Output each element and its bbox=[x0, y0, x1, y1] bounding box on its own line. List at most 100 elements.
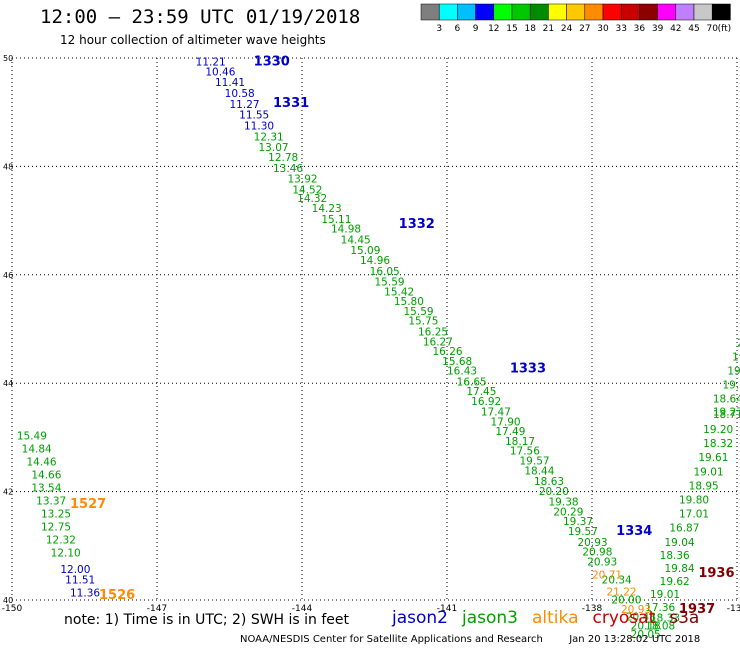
y-tick-label: 44 bbox=[3, 379, 13, 388]
swh-value: 16.26 bbox=[433, 346, 463, 358]
swh-value: 13.25 bbox=[41, 509, 71, 521]
swh-value: 14.32 bbox=[297, 193, 327, 205]
swh-value: 18.64 bbox=[713, 394, 740, 406]
swh-value: 16.92 bbox=[471, 396, 501, 408]
x-tick-label: -150 bbox=[2, 604, 23, 614]
swh-value: 20.93 bbox=[587, 556, 617, 568]
x-tick-label: -141 bbox=[437, 604, 457, 614]
swh-value: 20.00 bbox=[611, 594, 641, 606]
swh-value: 19.55 bbox=[723, 380, 740, 392]
swh-value: 19.94 bbox=[727, 366, 740, 378]
swh-value: 18.32 bbox=[703, 438, 733, 450]
swh-value: 14.66 bbox=[31, 470, 61, 482]
swh-value: 13.54 bbox=[31, 483, 61, 495]
chart-title: 12:00 — 23:59 UTC 01/19/2018 bbox=[40, 6, 361, 28]
y-tick-label: 42 bbox=[3, 488, 13, 497]
swh-value: 20.93 bbox=[578, 537, 608, 549]
swh-value: 17.01 bbox=[679, 509, 709, 521]
colorbar-label: 3 bbox=[436, 24, 442, 34]
swh-value: 14.52 bbox=[292, 185, 322, 197]
swh-value: 11.51 bbox=[65, 575, 95, 587]
swh-value: 12.00 bbox=[60, 564, 90, 576]
colorbar-label: 42 bbox=[670, 24, 681, 34]
swh-value: 11.55 bbox=[239, 110, 269, 122]
swh-value: 10.46 bbox=[205, 66, 235, 78]
swh-value: 20.12 bbox=[737, 337, 740, 349]
swh-value: 15.42 bbox=[384, 286, 414, 298]
swh-value: 17.47 bbox=[481, 407, 511, 419]
colorbar-label: 36 bbox=[634, 24, 646, 34]
swh-value: 18.95 bbox=[689, 480, 719, 492]
swh-value: 11.41 bbox=[215, 77, 245, 89]
swh-value: 17.49 bbox=[495, 426, 525, 438]
swh-value: 12.31 bbox=[254, 131, 284, 143]
pass-label: 1331 bbox=[273, 96, 309, 111]
pass-label: 1334 bbox=[616, 524, 652, 539]
swh-value: 20.05 bbox=[631, 629, 661, 641]
swh-value: 18.36 bbox=[660, 550, 690, 562]
swh-value: 19.32 bbox=[732, 351, 740, 363]
legend-entry: s3a bbox=[669, 608, 700, 628]
swh-value: 15.11 bbox=[321, 214, 351, 226]
colorbar-unit: (ft) bbox=[718, 24, 732, 34]
swh-value: 20.71 bbox=[592, 569, 622, 581]
swh-value: 16.65 bbox=[457, 376, 487, 388]
y-tick-label: 46 bbox=[3, 271, 13, 280]
swh-value: 14.98 bbox=[331, 224, 361, 236]
swh-value: 11.30 bbox=[244, 121, 274, 133]
swh-value: 11.36 bbox=[70, 588, 100, 600]
pass-label: 1937 bbox=[679, 602, 715, 617]
swh-value: 19.61 bbox=[698, 452, 728, 464]
colorbar-label: 15 bbox=[506, 24, 517, 34]
x-tick-label: -147 bbox=[147, 604, 167, 614]
swh-value: 13.46 bbox=[273, 163, 303, 175]
swh-value: 17.56 bbox=[510, 446, 540, 458]
swh-value: 16.27 bbox=[423, 336, 453, 348]
legend-entry: altika bbox=[532, 608, 579, 628]
colorbar-label: 12 bbox=[488, 24, 499, 34]
satellite-legend: jason2 jason3 altika cryosat s3a bbox=[392, 608, 713, 628]
swh-value: 11.27 bbox=[230, 99, 260, 111]
swh-value: 12.32 bbox=[46, 535, 76, 547]
swh-value: 19.04 bbox=[665, 537, 695, 549]
generated-timestamp: Jan 20 13:28:02 UTC 2018 bbox=[569, 634, 701, 645]
swh-value: 10.58 bbox=[225, 88, 255, 100]
x-tick-label: -138 bbox=[582, 604, 603, 614]
pass-label: 1333 bbox=[510, 361, 546, 376]
swh-value: 20.93 bbox=[621, 604, 651, 616]
swh-value: 19.27 bbox=[713, 407, 740, 419]
swh-value: 19.01 bbox=[694, 466, 724, 478]
legend-entry: jason2 bbox=[392, 608, 448, 628]
swh-value: 14.45 bbox=[341, 234, 371, 246]
swh-value: 13.37 bbox=[36, 496, 66, 508]
footnote: note: 1) Time is in UTC; 2) SWH is in fe… bbox=[64, 612, 350, 628]
swh-value: 20.18 bbox=[631, 620, 661, 632]
colorbar-label: 30 bbox=[597, 24, 609, 34]
y-tick-label: 48 bbox=[3, 162, 13, 171]
swh-value: 11.21 bbox=[196, 57, 226, 69]
swh-value: 14.46 bbox=[27, 457, 57, 469]
swh-value: 13.07 bbox=[259, 142, 289, 154]
swh-value: 18.63 bbox=[534, 476, 564, 488]
pass-label: 1936 bbox=[698, 566, 734, 581]
swh-value: 17.36 bbox=[645, 602, 675, 614]
pass-label: 1332 bbox=[399, 217, 435, 232]
swh-value: 19.57 bbox=[520, 456, 550, 468]
swh-value: 19.37 bbox=[563, 516, 593, 528]
swh-value: 14.23 bbox=[312, 203, 342, 215]
swh-value: 15.80 bbox=[394, 296, 424, 308]
swh-value: 20.29 bbox=[553, 506, 583, 518]
colorbar-label: 39 bbox=[652, 24, 664, 34]
swh-value: 12.78 bbox=[268, 152, 298, 164]
swh-value: 18.17 bbox=[505, 436, 535, 448]
colorbar-label: 27 bbox=[579, 24, 590, 34]
swh-value: 16.25 bbox=[418, 327, 448, 339]
swh-value: 17.90 bbox=[491, 416, 521, 428]
colorbar-label: 18 bbox=[524, 24, 536, 34]
pass-label: 1330 bbox=[254, 55, 290, 70]
swh-value: 18.71 bbox=[713, 409, 740, 421]
swh-value: 20.34 bbox=[602, 575, 632, 587]
swh-value: 19.01 bbox=[650, 589, 680, 601]
chart-subtitle: 12 hour collection of altimeter wave hei… bbox=[60, 33, 326, 47]
swh-value: 12.10 bbox=[51, 548, 81, 560]
